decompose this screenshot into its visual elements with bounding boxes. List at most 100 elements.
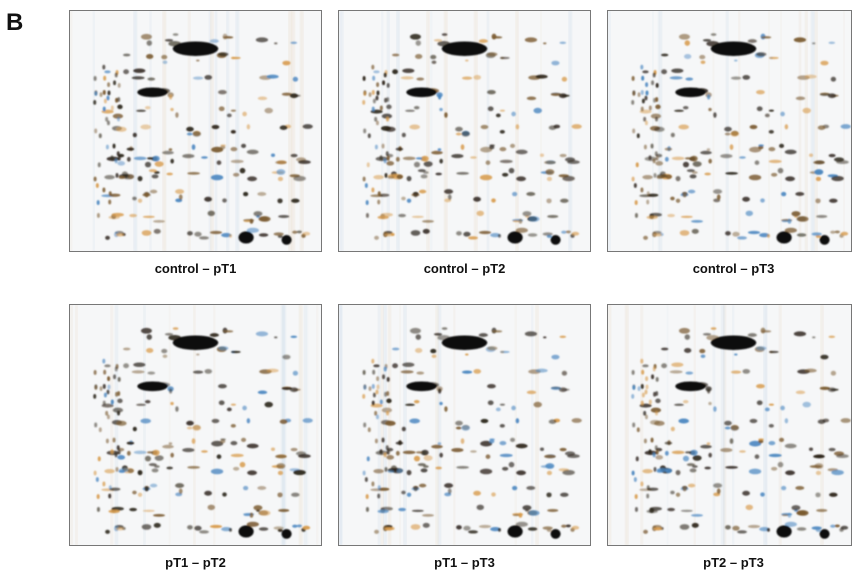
spot (820, 355, 828, 360)
spot (220, 438, 226, 440)
spot (93, 100, 96, 105)
spot (708, 159, 712, 164)
spot (543, 232, 553, 235)
spot (387, 450, 390, 455)
spot (713, 189, 722, 194)
spot (386, 445, 389, 450)
gel-spots (607, 10, 852, 252)
spot (657, 176, 664, 179)
spot (748, 333, 757, 337)
spot (378, 191, 381, 196)
spot (651, 80, 654, 85)
spot (690, 468, 697, 472)
spot (414, 456, 420, 462)
spot (655, 161, 663, 166)
spot (94, 370, 97, 375)
spot (671, 133, 675, 138)
spot (814, 169, 823, 175)
spot (809, 153, 813, 156)
spot (678, 124, 689, 129)
spot (785, 176, 795, 181)
spot (275, 455, 287, 459)
spot (750, 125, 758, 129)
spot (645, 390, 648, 395)
spot (687, 169, 695, 172)
spot (830, 231, 835, 234)
spot (516, 150, 528, 155)
spot (676, 493, 680, 497)
spot (372, 370, 375, 375)
spot (376, 376, 379, 381)
spot (683, 162, 689, 168)
spot (713, 483, 722, 488)
spot (546, 492, 551, 497)
spot (812, 42, 815, 44)
spot (192, 425, 201, 431)
caption: pT1 – pT3 (434, 555, 495, 570)
spot (500, 110, 505, 112)
spot (656, 450, 659, 455)
spot (419, 190, 426, 194)
spot (562, 77, 567, 82)
spot (442, 33, 448, 36)
spot (107, 82, 110, 87)
spot (378, 485, 381, 490)
spot (147, 334, 152, 340)
spot (170, 159, 174, 164)
streak (799, 10, 801, 252)
spot (637, 133, 640, 138)
spot (105, 411, 108, 416)
spot (107, 390, 110, 395)
spot (720, 154, 732, 158)
spot (841, 526, 848, 530)
spot (384, 158, 387, 163)
spot (162, 445, 174, 449)
spot (533, 108, 541, 114)
spot (511, 112, 516, 117)
streak (75, 304, 77, 546)
spot (685, 371, 693, 374)
spot (683, 192, 687, 197)
spot (406, 87, 436, 97)
spot (708, 402, 711, 405)
streak (340, 304, 342, 546)
spot (559, 336, 566, 338)
spot (439, 159, 443, 164)
spot (805, 369, 817, 373)
spot (367, 456, 370, 461)
spot (384, 73, 387, 78)
page: {"panel_label": "B", "panels": [ {"capti… (0, 0, 853, 581)
spot (516, 444, 528, 449)
spot (102, 359, 105, 364)
spot (500, 351, 510, 353)
spot (683, 106, 689, 109)
caption: control – pT1 (155, 261, 237, 276)
spot (104, 175, 115, 179)
spot (489, 144, 495, 146)
spot (375, 439, 378, 444)
spot (147, 40, 152, 46)
spot (560, 154, 567, 157)
spot (199, 236, 209, 239)
spot (841, 232, 848, 236)
gel-image (607, 10, 852, 252)
spot (170, 108, 173, 111)
spot (173, 41, 219, 56)
spot (363, 370, 366, 375)
spot (672, 157, 685, 161)
spot (661, 348, 668, 351)
spot (477, 211, 484, 216)
spot (500, 160, 513, 163)
spot (208, 505, 215, 510)
spot (113, 80, 116, 85)
spot (274, 336, 277, 338)
spot (683, 456, 689, 462)
spot (222, 492, 227, 496)
spot (516, 470, 526, 475)
spot (655, 105, 660, 110)
spot (513, 220, 520, 222)
spot (835, 524, 840, 527)
spot (275, 161, 287, 165)
spot (670, 370, 683, 373)
spot (186, 421, 194, 426)
